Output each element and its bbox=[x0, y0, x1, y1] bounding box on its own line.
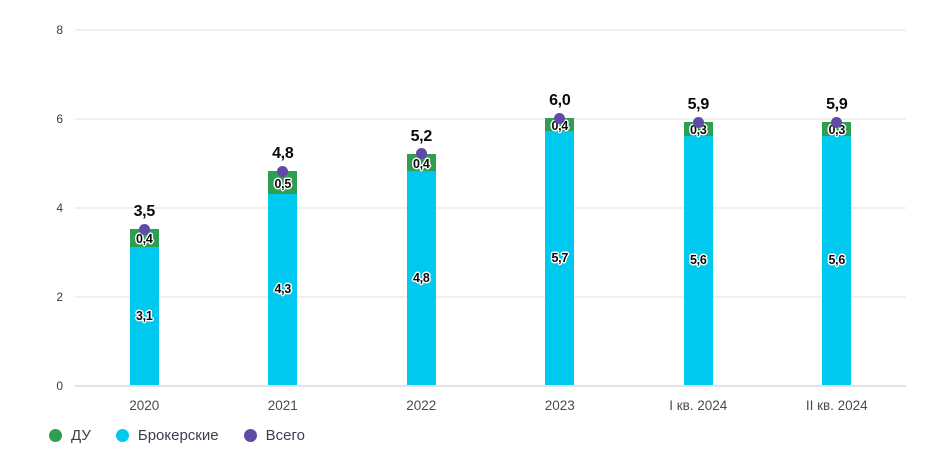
bar-II кв. 2024-brokerskie-segment[interactable] bbox=[822, 135, 852, 385]
bar-II кв. 2024-total-label: 5,9 bbox=[826, 96, 848, 114]
legend: ДУ Брокерские Всего bbox=[49, 427, 305, 444]
bar-I кв. 2024-total-dot[interactable] bbox=[692, 116, 704, 128]
bar-2021-brokerskie-segment[interactable] bbox=[268, 193, 298, 385]
legend-vsego-label: Всего bbox=[265, 427, 305, 444]
bar-2023-brokerskie-value-label: 5,7 bbox=[551, 251, 569, 266]
bar-2022-du-segment[interactable] bbox=[406, 153, 436, 172]
bar-2022-brokerskie-segment[interactable] bbox=[406, 171, 436, 385]
y-axis-tick-6: 6 bbox=[56, 112, 63, 126]
bar-2020-brokerskie-value-label: 3,1 bbox=[136, 309, 153, 324]
bar-2021-brokerskie-value-label: 4,3 bbox=[274, 282, 292, 297]
bar-2020-brokerskie-segment[interactable] bbox=[129, 247, 159, 385]
gridline-y6 bbox=[75, 118, 906, 120]
legend-item-vsego[interactable]: Всего bbox=[243, 427, 305, 444]
bar-2021-du-segment[interactable] bbox=[268, 171, 298, 194]
x-axis-tick-2023: 2023 bbox=[544, 398, 575, 413]
legend-du-label: ДУ bbox=[71, 427, 91, 444]
legend-item-du[interactable]: ДУ bbox=[49, 427, 91, 444]
bar-2022-total-dot[interactable] bbox=[415, 148, 427, 160]
bar-I кв. 2024-total-label: 5,9 bbox=[687, 96, 710, 114]
bar-2020-du-value-label: 0,4 bbox=[136, 232, 153, 247]
gridline-y2 bbox=[75, 296, 906, 298]
y-axis-tick-0: 0 bbox=[56, 379, 63, 393]
legend-brokerskie-dot-icon bbox=[115, 429, 129, 442]
bar-I кв. 2024-brokerskie-segment[interactable] bbox=[683, 135, 713, 385]
legend-vsego-dot-icon bbox=[243, 429, 257, 442]
y-axis-tick-8: 8 bbox=[56, 23, 63, 37]
legend-du-dot-icon bbox=[49, 429, 62, 442]
gridline-y0 bbox=[75, 385, 906, 387]
x-axis-tick-2020: 2020 bbox=[129, 398, 160, 413]
bar-2023-brokerskie-segment[interactable] bbox=[545, 131, 575, 385]
legend-brokerskie-label: Брокерские bbox=[137, 427, 219, 444]
bar-II кв. 2024-brokerskie-value-label: 5,6 bbox=[828, 253, 846, 268]
bar-II кв. 2024-total-dot[interactable] bbox=[831, 116, 843, 128]
x-axis-tick-II кв. 2024: II кв. 2024 bbox=[805, 398, 868, 413]
x-axis-tick-2021: 2021 bbox=[267, 398, 298, 413]
gridline-y8 bbox=[75, 29, 906, 31]
y-axis-tick-2: 2 bbox=[56, 290, 63, 304]
bar-II кв. 2024-du-segment[interactable] bbox=[822, 122, 852, 136]
bar-2023-total-label: 6,0 bbox=[549, 92, 571, 109]
bar-2021-total-label: 4,8 bbox=[272, 145, 294, 163]
bar-2020-total-dot[interactable] bbox=[138, 223, 150, 235]
bar-2023-du-segment[interactable] bbox=[545, 118, 575, 132]
gridline-y4 bbox=[75, 207, 906, 209]
bar-2020-total-label: 3,5 bbox=[133, 203, 156, 221]
bar-I кв. 2024-du-segment[interactable] bbox=[683, 122, 713, 136]
bar-2022-brokerskie-value-label: 4,8 bbox=[413, 271, 430, 286]
bar-2023-total-dot[interactable] bbox=[554, 112, 566, 124]
bar-2021-total-dot[interactable] bbox=[277, 165, 289, 177]
bar-I кв. 2024-brokerskie-value-label: 5,6 bbox=[690, 253, 707, 268]
y-axis-tick-4: 4 bbox=[56, 201, 63, 215]
x-axis-tick-I кв. 2024: I кв. 2024 bbox=[669, 398, 728, 413]
bar-2021-du-value-label: 0,5 bbox=[274, 176, 292, 191]
bar-2022-du-value-label: 0,4 bbox=[413, 156, 430, 171]
legend-item-brokerskie[interactable]: Брокерские bbox=[115, 427, 219, 444]
bar-2022-total-label: 5,2 bbox=[410, 127, 433, 145]
bar-2020-du-segment[interactable] bbox=[129, 229, 159, 248]
x-axis-tick-2022: 2022 bbox=[406, 398, 437, 413]
